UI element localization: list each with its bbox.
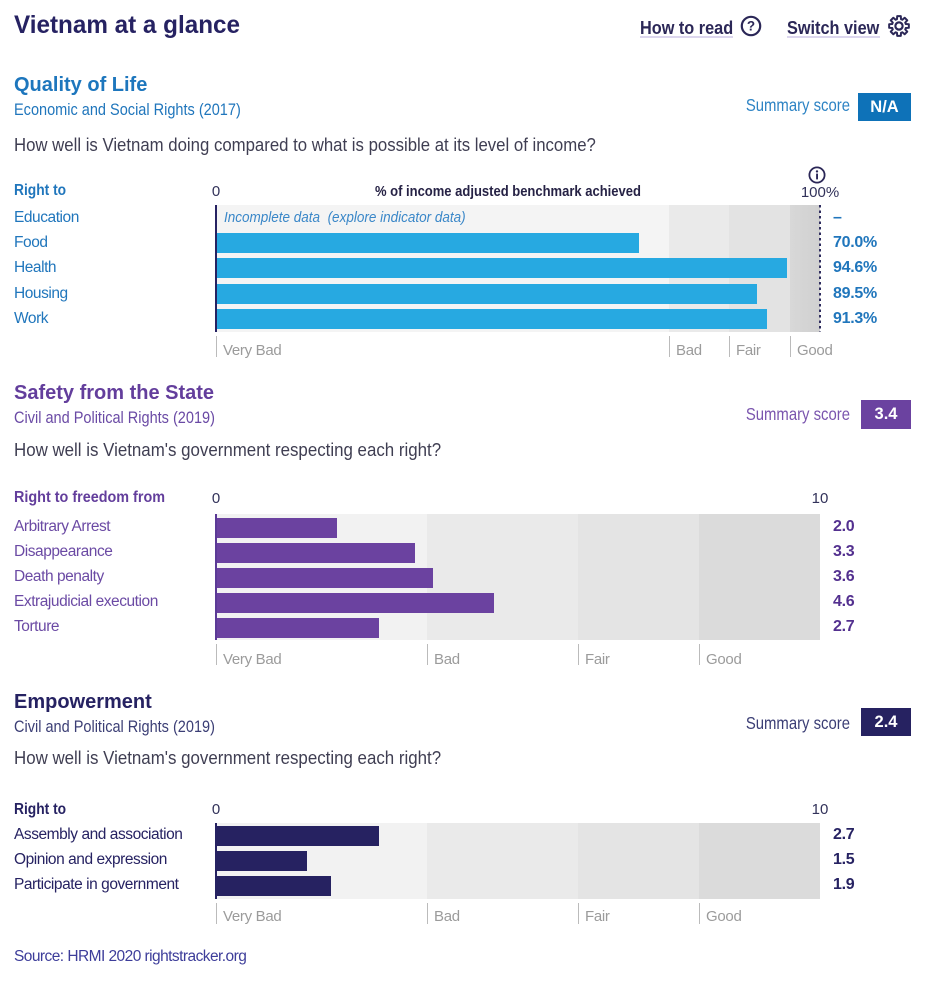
svg-text:?: ? xyxy=(747,19,755,34)
